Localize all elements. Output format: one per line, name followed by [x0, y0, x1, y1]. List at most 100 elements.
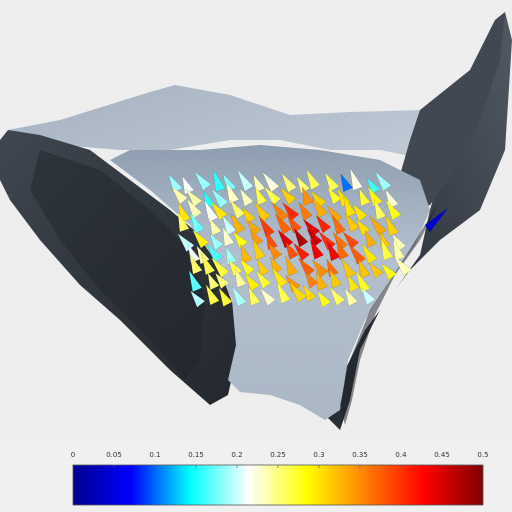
right-shadow-band: [340, 200, 440, 425]
velocity-arrow: [171, 186, 188, 205]
velocity-arrow: [267, 242, 283, 261]
velocity-arrow: [361, 286, 376, 306]
velocity-arrow: [248, 285, 261, 306]
colorbar-tick-label: 0.2: [231, 451, 242, 459]
velocity-arrow: [192, 229, 210, 249]
velocity-arrow: [309, 238, 324, 260]
velocity-arrow: [252, 238, 266, 260]
colorbar-tick-label: 0.3: [313, 451, 324, 459]
velocity-arrow: [361, 243, 378, 265]
velocity-arrow: [304, 271, 319, 289]
velocity-arrow: [326, 240, 341, 262]
left-shadow-band: [30, 150, 205, 380]
velocity-arrow: [293, 227, 309, 248]
colorbar-tick-label: 0.15: [188, 451, 204, 459]
velocity-arrow: [189, 253, 203, 275]
velocity-arrow: [302, 218, 321, 238]
colorbar-tick-label: 0.45: [434, 451, 450, 459]
colorbar-tick-label: 0: [71, 451, 75, 459]
velocity-arrow: [209, 217, 222, 236]
velocity-arrow: [392, 238, 406, 261]
velocity-arrow: [237, 169, 254, 192]
velocity-arrow: [285, 241, 299, 260]
velocity-arrow: [271, 201, 289, 223]
velocity-arrow: [315, 270, 328, 291]
velocity-arrow: [222, 225, 235, 247]
velocity-arrow: [380, 262, 397, 281]
velocity-arrow: [347, 274, 360, 293]
velocity-arrow: [277, 229, 294, 249]
velocity-arrow: [177, 211, 190, 233]
velocity-arrow: [255, 270, 272, 289]
velocity-arrow: [234, 267, 247, 288]
colorbar-strip: [72, 464, 484, 506]
velocity-arrow: [194, 171, 212, 191]
velocity-arrow: [209, 232, 224, 251]
velocity-arrow: [358, 258, 371, 279]
velocity-arrow: [239, 188, 254, 207]
velocity-arrow: [282, 202, 300, 222]
velocity-arrow: [276, 281, 291, 304]
velocity-arrow: [344, 212, 360, 233]
velocity-arrow: [385, 199, 402, 221]
velocity-arrow: [298, 257, 315, 277]
velocity-arrow: [214, 272, 230, 290]
velocity-arrow: [230, 213, 246, 235]
colorbar-tick-label: 0.25: [270, 451, 286, 459]
velocity-arrow: [289, 281, 307, 303]
velocity-arrow: [275, 213, 292, 235]
colorbar-tick-label: 0.1: [149, 451, 160, 459]
velocity-arrow: [367, 186, 383, 207]
velocity-arrow: [259, 287, 276, 307]
velocity-arrow: [293, 242, 310, 262]
velocity-arrow: [258, 216, 275, 238]
velocity-arrow: [262, 171, 280, 193]
velocity-arrow: [359, 187, 371, 207]
velocity-arrow: [329, 268, 342, 289]
velocity-arrow: [255, 186, 268, 206]
velocity-arrow: [369, 216, 387, 237]
colorbar-tick-label: 0.4: [395, 451, 407, 459]
velocity-arrow: [327, 186, 342, 205]
velocity-arrow: [206, 243, 223, 263]
velocity-arrow: [254, 202, 271, 223]
velocity-arrow: [244, 272, 260, 292]
velocity-arrow: [253, 174, 266, 193]
velocity-arrow: [281, 173, 297, 193]
velocity-arrow: [326, 204, 343, 224]
velocity-arrow: [349, 168, 363, 191]
velocity-arrow: [232, 231, 248, 249]
velocity-arrow: [229, 199, 246, 220]
velocity-arrow: [246, 219, 262, 237]
velocity-arrow: [226, 181, 240, 204]
velocity-arrow: [207, 272, 220, 291]
velocity-arrow: [205, 284, 220, 306]
velocity-arrow: [324, 172, 340, 192]
velocity-arrow: [279, 187, 297, 206]
colorbar-tick-label: 0.35: [352, 451, 368, 459]
colorbar-tick-label: 0.05: [106, 451, 122, 459]
velocity-arrow: [189, 211, 205, 234]
colorbar-tick-label: 0.5: [477, 451, 488, 459]
velocity-arrow: [385, 214, 399, 237]
velocity-arrow: [271, 266, 289, 289]
velocity-arrow: [296, 175, 311, 194]
velocity-arrow: [351, 203, 368, 222]
velocity-arrow: [335, 239, 349, 261]
velocity-arrow: [239, 258, 255, 276]
velocity-arrow: [368, 262, 384, 279]
velocity-arrow: [285, 255, 298, 277]
velocity-arrow: [201, 253, 216, 276]
velocity-arrow: [204, 200, 219, 223]
velocity-arrow: [393, 255, 412, 277]
velocity-arrow: [332, 214, 346, 235]
velocity-arrow: [301, 186, 314, 206]
terrain-texture: [0, 0, 512, 440]
velocity-arrow: [310, 190, 327, 209]
velocity-arrow: [303, 284, 317, 303]
velocity-arrow: [311, 259, 329, 278]
velocity-arrow: [341, 258, 357, 279]
